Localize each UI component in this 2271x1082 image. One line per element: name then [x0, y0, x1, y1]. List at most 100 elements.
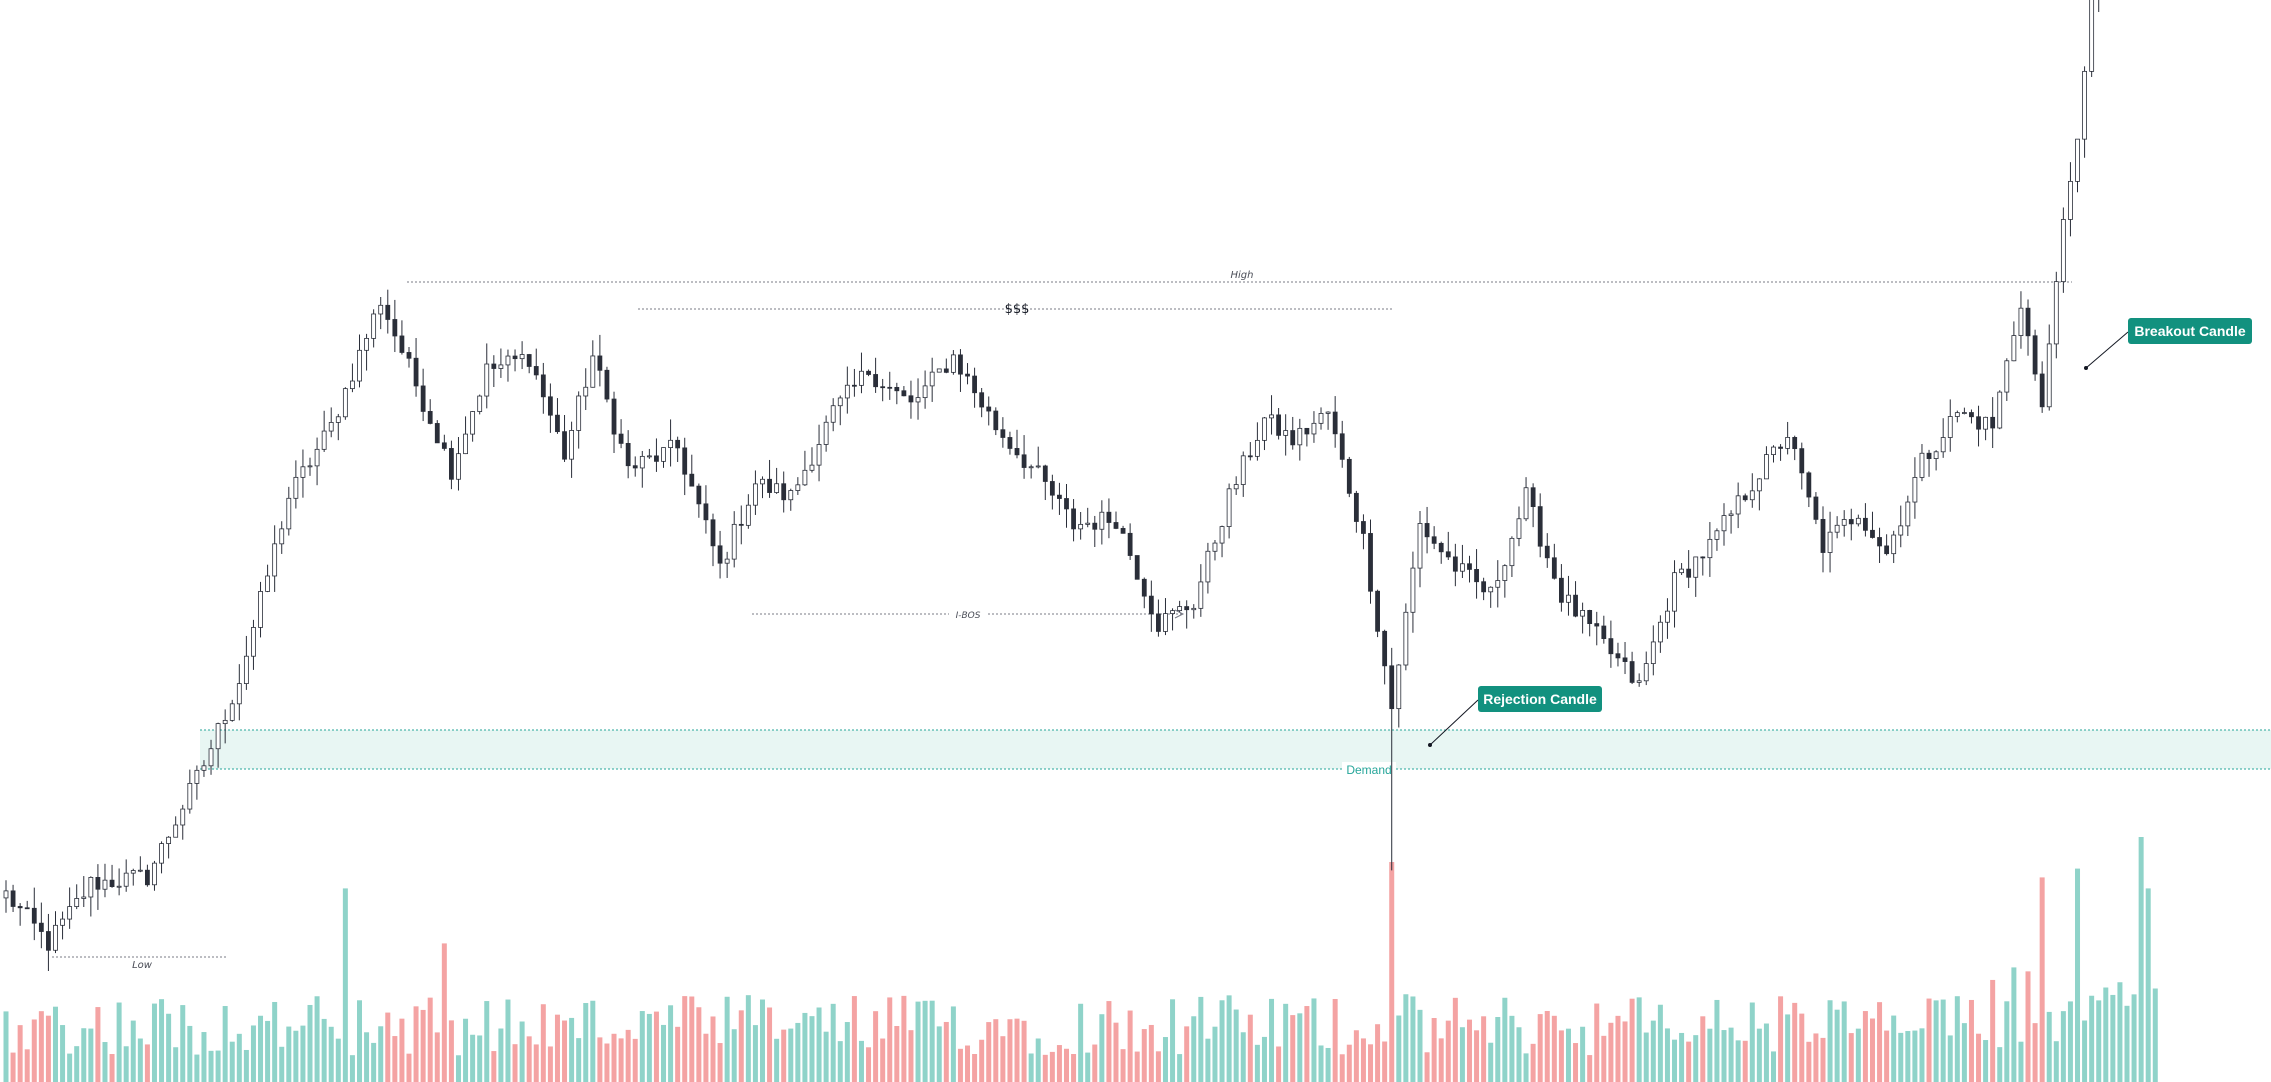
candle: [1863, 503, 1868, 537]
candle: [1311, 411, 1317, 443]
volume-bar: [399, 1018, 405, 1082]
candle-body: [731, 523, 737, 560]
candle-body: [357, 349, 362, 382]
candle: [1375, 589, 1380, 638]
volume-bar: [533, 1044, 539, 1082]
candle-body: [965, 373, 970, 377]
candle: [1629, 651, 1635, 685]
volume-bar: [265, 1020, 271, 1082]
volume-bar: [1834, 1009, 1840, 1082]
candle-body: [1191, 607, 1197, 611]
candle: [1594, 611, 1600, 646]
candle-body: [60, 918, 65, 926]
candle-body: [95, 877, 101, 890]
volume-bar: [1106, 1001, 1112, 1082]
candle: [1064, 483, 1069, 528]
candle: [887, 371, 893, 400]
volume-bar: [1283, 1003, 1289, 1082]
volume-bar: [2067, 1001, 2073, 1082]
candle: [682, 437, 688, 496]
volume-bar: [74, 1046, 80, 1082]
candle-body: [434, 423, 440, 444]
rejection-candle-tag: Rejection Candle: [1478, 686, 1602, 712]
candle-body: [576, 395, 582, 431]
volume-bar: [1615, 1015, 1621, 1082]
candle-body: [1601, 625, 1607, 640]
candle-body: [1262, 417, 1267, 441]
candle: [2046, 324, 2052, 411]
candle: [1049, 474, 1055, 510]
candle: [760, 476, 765, 499]
volume-bar: [1657, 1004, 1663, 1082]
candle-body: [17, 906, 23, 909]
candle: [1509, 536, 1515, 578]
candle-body: [555, 414, 560, 433]
candle-body: [887, 386, 893, 389]
volume-bar: [505, 999, 511, 1082]
candle: [1537, 493, 1543, 558]
volume-bar: [1565, 1028, 1571, 1082]
candle: [1855, 514, 1861, 527]
candle: [986, 396, 992, 426]
candle-body: [1240, 455, 1246, 485]
volume-bar: [1198, 996, 1204, 1082]
candle: [583, 368, 589, 411]
volume-bar: [1396, 1015, 1402, 1082]
volume-bar: [413, 1006, 419, 1082]
volume-bar: [67, 1053, 73, 1082]
candle: [1912, 457, 1918, 519]
candle-body: [1686, 568, 1692, 578]
candle-body: [788, 490, 794, 501]
candle: [1566, 575, 1571, 616]
candle: [689, 454, 695, 487]
candle-body: [1834, 524, 1840, 533]
candle: [668, 419, 673, 467]
candle-body: [1170, 610, 1175, 614]
candle-body: [67, 906, 73, 920]
volume-bar: [222, 1006, 228, 1082]
candle: [618, 419, 624, 449]
volume-bar: [1219, 1000, 1225, 1082]
volume-bar: [1078, 1003, 1084, 1082]
candle-body: [1580, 610, 1586, 617]
candle: [17, 903, 23, 926]
candle-body: [1742, 495, 1748, 501]
candle-body: [88, 877, 94, 898]
candle: [67, 887, 73, 929]
candle-body: [116, 885, 122, 888]
candle: [1530, 483, 1536, 528]
candle: [441, 434, 447, 451]
candle-body: [406, 352, 412, 359]
candle: [364, 333, 369, 371]
candle: [1212, 540, 1218, 561]
candle: [611, 391, 617, 454]
volume-bar: [1488, 1042, 1494, 1082]
candle-body: [979, 392, 985, 408]
candle-body: [1806, 472, 1812, 498]
candle: [830, 398, 836, 432]
volume-bar: [745, 995, 751, 1082]
candle-body: [668, 439, 673, 449]
candle: [1290, 416, 1296, 450]
volume-bar: [1389, 862, 1395, 1082]
candle-body: [880, 386, 886, 389]
candle: [1700, 556, 1706, 576]
volume-bar: [1905, 1031, 1911, 1082]
candle-body: [1297, 427, 1303, 446]
candle-body: [1990, 416, 1996, 429]
candle-body: [1905, 501, 1911, 527]
candle: [130, 868, 136, 886]
candles: [3, 0, 2100, 971]
volume-bar: [1855, 1028, 1861, 1082]
volume-bar: [1848, 1033, 1854, 1082]
candle: [1014, 429, 1020, 459]
candle-body: [1884, 545, 1890, 555]
candle: [533, 348, 539, 380]
volume-bar: [1580, 1026, 1586, 1082]
candle-body: [31, 907, 37, 924]
candle-body: [1947, 416, 1953, 438]
candle: [661, 447, 666, 468]
volume-bar: [1064, 1048, 1069, 1082]
candle-body: [2053, 281, 2059, 345]
candle-body: [1693, 556, 1699, 578]
